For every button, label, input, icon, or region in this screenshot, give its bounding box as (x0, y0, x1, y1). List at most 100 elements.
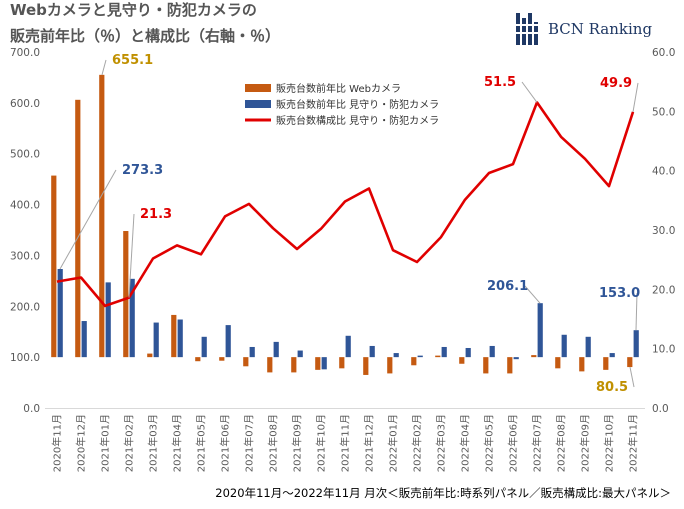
bar-webcam (267, 357, 273, 373)
y-left-tick-label: 700.0 (10, 47, 40, 59)
bar-webcam (339, 357, 345, 369)
annotation-label: 80.5 (596, 380, 628, 395)
x-tick-label: 2022年03月 (435, 414, 448, 472)
annotation-labels: 655.1 273.3 21.3 51.5 49.9 206.1 153.0 80.5 (112, 53, 640, 395)
bar-security-camera (129, 278, 135, 358)
x-tick-label: 2022年09月 (579, 414, 592, 472)
annotation-leader (635, 292, 638, 331)
bcn-logo-icon (516, 13, 538, 45)
bar-webcam (435, 355, 441, 358)
chart-title-line-1: Webカメラと見守り・防犯カメラの (10, 1, 257, 19)
annotation-leader (629, 366, 635, 388)
bcn-logo: BCN Ranking (516, 13, 652, 45)
y-axis-left: 0.0 100.0 200.0 300.0 400.0 500.0 600.0 700.0 (10, 47, 40, 415)
x-tick-label: 2021年06月 (219, 414, 232, 472)
logo-text: BCN Ranking (548, 20, 652, 38)
bar-webcam (291, 357, 297, 373)
y-left-tick-label: 300.0 (10, 250, 40, 262)
annotation-leader (524, 285, 541, 304)
bar-security-camera (513, 357, 519, 360)
y-left-tick-label: 600.0 (10, 98, 40, 110)
x-tick-label: 2021年07月 (243, 414, 256, 472)
x-tick-label: 2021年03月 (147, 414, 160, 472)
annotation-leader (632, 82, 639, 113)
x-tick-label: 2022年02月 (411, 414, 424, 472)
x-tick-label: 2022年01月 (387, 414, 400, 472)
bar-webcam (51, 175, 57, 358)
legend-label-security: 販売台数前年比 見守り・防犯カメラ (276, 98, 439, 111)
bar-security-camera (489, 345, 495, 358)
legend-label-share: 販売台数構成比 見守り・防犯カメラ (276, 114, 439, 127)
annotation-label: 153.0 (599, 286, 640, 301)
y-right-tick-label: 30.0 (652, 225, 675, 237)
annotation-label: 655.1 (112, 53, 153, 68)
line-share-security-camera (56, 101, 635, 308)
x-tick-label: 2020年12月 (75, 414, 88, 472)
bar-security-camera (585, 336, 591, 358)
legend-swatch-webcam (245, 84, 271, 92)
x-tick-label: 2021年01月 (99, 414, 112, 472)
bar-security-camera (201, 336, 207, 358)
x-tick-label: 2022年11月 (627, 414, 640, 472)
x-tick-label: 2022年07月 (531, 414, 544, 472)
bar-security-camera (321, 357, 327, 370)
y-right-tick-label: 50.0 (652, 106, 675, 118)
annotation-leader (59, 169, 117, 270)
annotation-leader (128, 213, 135, 298)
x-tick-label: 2021年08月 (267, 414, 280, 472)
x-tick-label: 2022年10月 (603, 414, 616, 472)
y-left-tick-label: 0.0 (23, 403, 40, 415)
bar-security-camera (417, 355, 423, 358)
legend: 販売台数前年比 Webカメラ 販売台数前年比 見守り・防犯カメラ 販売台数構成比… (245, 82, 439, 127)
bar-security-camera (345, 335, 351, 358)
x-tick-label: 2022年08月 (555, 414, 568, 472)
x-tick-label: 2021年11月 (339, 414, 352, 472)
annotation-label: 51.5 (484, 75, 516, 90)
x-tick-label: 2021年02月 (123, 414, 136, 472)
x-axis: 2020年11月 2020年12月 2021年01月 2021年02月 2021年03月… (51, 414, 640, 472)
bar-security-camera (177, 319, 183, 358)
bar-webcam (147, 353, 153, 358)
chart-title-line-2: 販売前年比（％）と構成比（右軸・％） (10, 27, 280, 45)
y-axis-right: 0.0 10.0 20.0 30.0 40.0 50.0 60.0 (652, 47, 675, 415)
bar-webcam (579, 357, 585, 372)
bar-webcam (243, 357, 249, 367)
y-right-tick-label: 20.0 (652, 284, 675, 296)
bar-webcam (219, 357, 225, 361)
y-right-tick-label: 60.0 (652, 47, 675, 59)
x-tick-label: 2022年06月 (507, 414, 520, 472)
bar-security-camera (609, 353, 615, 358)
annotation-label: 273.3 (122, 163, 163, 178)
bar-webcam (555, 357, 561, 369)
bar-security-camera (369, 345, 375, 358)
annotation-leaders (59, 59, 639, 388)
annotation-leader (101, 59, 107, 75)
x-tick-label: 2021年10月 (315, 414, 328, 472)
bar-webcam (315, 357, 321, 370)
bar-webcam (75, 99, 81, 358)
bar-webcam (483, 357, 489, 374)
x-tick-label: 2021年05月 (195, 414, 208, 472)
y-right-tick-label: 10.0 (652, 344, 675, 356)
legend-swatch-security (245, 100, 271, 108)
bar-security-camera (81, 321, 87, 358)
bar-webcam (363, 357, 369, 375)
x-tick-label: 2022年05月 (483, 414, 496, 472)
annotation-label: 49.9 (600, 76, 632, 91)
annotation-label: 21.3 (140, 207, 172, 222)
bar-security-camera (273, 341, 279, 358)
y-left-tick-label: 100.0 (10, 352, 40, 364)
bar-webcam (387, 357, 393, 374)
bar-security-camera (393, 353, 399, 358)
x-tick-label: 2021年04月 (171, 414, 184, 472)
bar-security-camera (441, 346, 447, 358)
bar-webcam (195, 357, 201, 362)
bar-security-camera (153, 322, 159, 358)
bar-webcam (459, 357, 465, 364)
annotation-label: 206.1 (487, 279, 528, 294)
bar-security-camera (297, 350, 303, 358)
line-series (56, 101, 635, 308)
x-tick-label: 2021年09月 (291, 414, 304, 472)
bar-security-camera (105, 282, 111, 358)
